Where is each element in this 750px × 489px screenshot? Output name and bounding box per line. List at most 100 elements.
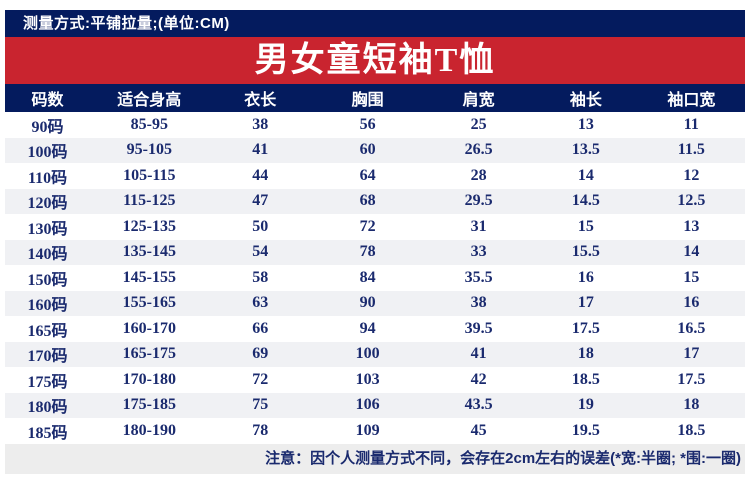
size-cell: 18.5 — [571, 370, 600, 388]
size-cell: 12.5 — [677, 192, 706, 210]
size-cell: 60 — [359, 141, 376, 159]
size-cell: 41 — [252, 141, 269, 159]
table-row: 120码 115-125 47 68 29.5 14.5 12.5 — [5, 188, 745, 214]
size-cell: 185码 — [27, 424, 68, 442]
size-cell: 66 — [252, 319, 269, 337]
table-row: 90码 85-95 38 56 25 13 11 — [5, 112, 745, 138]
size-cell: 16 — [683, 294, 700, 312]
size-cell: 90码 — [31, 118, 64, 136]
footer-note-text: 注意：因个人测量方式不同，会存在2cm左右的误差(*宽:半圈; *围:一圈) — [265, 449, 741, 467]
size-cell: 17 — [683, 345, 700, 363]
size-cell: 13 — [577, 115, 594, 133]
size-cell: 180-190 — [122, 421, 176, 439]
size-cell: 95-105 — [126, 141, 172, 159]
size-cell: 160-170 — [122, 319, 176, 337]
size-cell: 180码 — [27, 399, 68, 417]
size-cell: 47 — [252, 192, 269, 210]
footer-note: 注意：因个人测量方式不同，会存在2cm左右的误差(*宽:半圈; *围:一圈) — [5, 443, 745, 474]
size-cell: 13.5 — [571, 141, 600, 159]
size-cell: 170码 — [27, 348, 68, 366]
size-cell: 160码 — [27, 297, 68, 315]
size-cell: 18.5 — [677, 421, 706, 439]
table-row: 170码 165-175 69 100 41 18 17 — [5, 341, 745, 367]
measure-method-text: 测量方式:平铺拉量;(单位:CM) — [23, 15, 230, 32]
size-cell: 44 — [252, 166, 269, 184]
size-cell: 18 — [577, 345, 594, 363]
column-header: 码数 — [5, 84, 91, 112]
size-cell: 38 — [252, 115, 269, 133]
size-cell: 64 — [359, 166, 376, 184]
column-header: 袖口宽 — [637, 84, 745, 112]
size-cell: 13 — [683, 217, 700, 235]
size-cell: 68 — [359, 192, 376, 210]
size-cell: 175-185 — [122, 396, 176, 414]
size-cell: 94 — [359, 319, 376, 337]
size-cell: 84 — [359, 268, 376, 286]
size-cell: 85-95 — [130, 115, 168, 133]
size-cell: 165码 — [27, 322, 68, 340]
table-row: 110码 105-115 44 64 28 14 12 — [5, 163, 745, 189]
size-cell: 72 — [359, 217, 376, 235]
table-row: 160码 155-165 63 90 38 17 16 — [5, 290, 745, 316]
size-cell: 135-145 — [122, 243, 176, 261]
size-cell: 19.5 — [571, 421, 600, 439]
size-cell: 33 — [470, 243, 487, 261]
size-cell: 54 — [252, 243, 269, 261]
size-table: 码数 适合身高 衣长 胸围 肩宽 袖长 袖口宽 90码 85-95 38 56 25 13 11 100码… — [5, 84, 745, 444]
table-row: 180码 175-185 75 106 43.5 19 18 — [5, 392, 745, 418]
size-cell: 100码 — [27, 144, 68, 162]
table-row: 175码 170-180 72 103 42 18.5 17.5 — [5, 367, 745, 393]
size-cell: 90 — [359, 294, 376, 312]
table-row: 165码 160-170 66 94 39.5 17.5 16.5 — [5, 316, 745, 342]
table-header-row: 码数 适合身高 衣长 胸围 肩宽 袖长 袖口宽 — [5, 84, 745, 112]
size-cell: 58 — [252, 268, 269, 286]
size-cell: 140码 — [27, 246, 68, 264]
size-cell: 103 — [355, 370, 380, 388]
table-row: 130码 125-135 50 72 31 15 13 — [5, 214, 745, 240]
size-cell: 56 — [359, 115, 376, 133]
size-cell: 17.5 — [677, 370, 706, 388]
size-cell: 150码 — [27, 271, 68, 289]
size-cell: 39.5 — [464, 319, 493, 337]
size-cell: 115-125 — [123, 192, 176, 210]
size-cell: 45 — [470, 421, 487, 439]
size-cell: 29.5 — [464, 192, 493, 210]
size-cell: 41 — [470, 345, 487, 363]
column-header: 胸围 — [312, 84, 424, 112]
column-header: 肩宽 — [423, 84, 535, 112]
column-header: 衣长 — [208, 84, 313, 112]
size-cell: 106 — [355, 396, 380, 414]
size-cell: 15 — [683, 268, 700, 286]
column-header: 袖长 — [534, 84, 638, 112]
size-cell: 14 — [683, 243, 700, 261]
size-cell: 35.5 — [464, 268, 493, 286]
size-table-body: 90码 85-95 38 56 25 13 11 100码 95-105 41 60 26.5 13.5… — [5, 112, 745, 444]
size-cell: 109 — [355, 421, 380, 439]
size-cell: 14 — [577, 166, 594, 184]
size-cell: 130码 — [27, 220, 68, 238]
size-cell: 75 — [252, 396, 269, 414]
size-cell: 120码 — [27, 195, 68, 213]
size-cell: 100 — [355, 345, 380, 363]
size-cell: 11 — [683, 115, 699, 133]
table-row: 140码 135-145 54 78 33 15.5 14 — [5, 239, 745, 265]
size-cell: 63 — [252, 294, 269, 312]
size-cell: 110码 — [27, 169, 68, 187]
measure-method-bar: 测量方式:平铺拉量;(单位:CM) — [5, 10, 745, 37]
size-cell: 69 — [252, 345, 269, 363]
size-chart-sheet: 测量方式:平铺拉量;(单位:CM) 男女童短袖T恤 码数 适合身高 衣长 胸围 肩宽 袖长… — [5, 10, 745, 474]
size-cell: 145-155 — [122, 268, 176, 286]
size-cell: 15.5 — [571, 243, 600, 261]
table-row: 185码 180-190 78 109 45 19.5 18.5 — [5, 418, 745, 444]
size-cell: 25 — [470, 115, 487, 133]
size-cell: 19 — [577, 396, 594, 414]
size-cell: 72 — [252, 370, 269, 388]
table-row: 100码 95-105 41 60 26.5 13.5 11.5 — [5, 137, 745, 163]
size-cell: 42 — [470, 370, 487, 388]
table-row: 150码 145-155 58 84 35.5 16 15 — [5, 265, 745, 291]
size-cell: 31 — [470, 217, 487, 235]
size-cell: 78 — [359, 243, 376, 261]
size-cell: 16 — [577, 268, 594, 286]
size-cell: 15 — [577, 217, 594, 235]
size-cell: 28 — [470, 166, 487, 184]
